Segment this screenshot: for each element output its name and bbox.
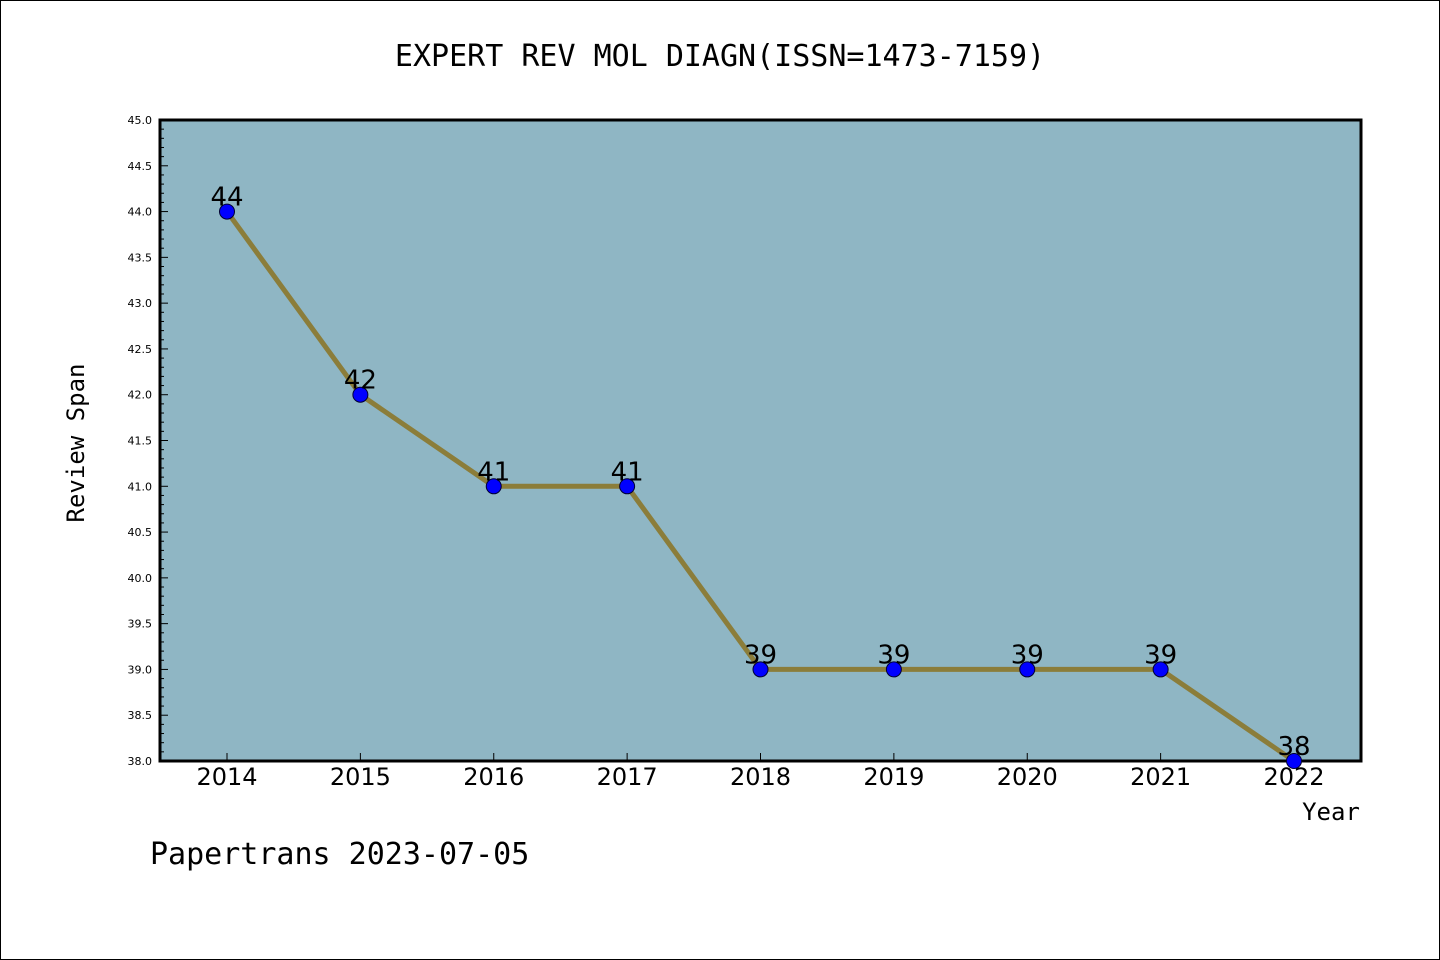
y-tick-label: 43.5 [128, 251, 153, 264]
data-labels: 44 42 41 41 39 39 39 39 38 [210, 183, 1310, 762]
y-tick-label: 41.5 [128, 435, 153, 448]
y-tick-label: 44.5 [128, 160, 153, 173]
y-tick-label: 39.5 [128, 618, 153, 631]
data-label: 41 [611, 457, 644, 487]
data-point-marker [352, 386, 369, 403]
y-tick-label: 45.0 [128, 114, 153, 127]
x-tick-label: 2015 [330, 763, 391, 791]
data-point-marker [1286, 753, 1302, 769]
y-axis-label: Review Span [62, 364, 90, 523]
y-tick-label: 41.0 [128, 480, 153, 493]
data-label: 44 [210, 183, 243, 213]
x-tick-label: 2021 [1130, 763, 1191, 791]
data-label: 42 [344, 366, 377, 396]
data-label: 39 [877, 640, 910, 670]
y-tick-label: 38.0 [128, 755, 153, 768]
y-tick-label: 42.0 [128, 389, 153, 402]
y-tick-label: 40.5 [128, 526, 153, 539]
y-axis-ticks: 38.0 38.5 39.0 39.5 40.0 40.5 41.0 41.5 42.0 42.5… [128, 114, 168, 768]
x-tick-label: 2014 [196, 763, 257, 791]
data-label: 38 [1277, 732, 1310, 762]
x-axis-label: Year [1302, 798, 1360, 826]
y-tick-label: 40.0 [128, 572, 153, 585]
data-point-marker [1019, 661, 1036, 678]
x-tick-label: 2019 [863, 763, 924, 791]
data-point-marker [619, 478, 636, 495]
chart-title: EXPERT REV MOL DIAGN(ISSN=1473-7159) [395, 39, 1045, 74]
data-point-marker [1152, 661, 1169, 678]
data-point-marker [885, 661, 902, 678]
x-tick-label: 2020 [997, 763, 1058, 791]
x-tick-label: 2017 [597, 763, 658, 791]
y-tick-label: 39.0 [128, 663, 153, 676]
data-label: 41 [477, 457, 510, 487]
x-tick-label: 2016 [463, 763, 524, 791]
data-point-marker [485, 478, 502, 495]
plot-area [158, 118, 1363, 763]
y-tick-label: 43.0 [128, 297, 153, 310]
footer-text: Papertrans 2023-07-05 [150, 837, 529, 872]
data-point-marker [219, 203, 235, 220]
x-axis-ticks: 2014 2015 2016 2017 2018 2019 2020 2021 2022 [196, 753, 1325, 791]
x-tick-label: 2018 [730, 763, 791, 791]
data-point-marker [752, 661, 769, 678]
y-tick-label: 38.5 [128, 709, 153, 722]
data-label: 39 [1011, 640, 1044, 670]
data-markers [219, 203, 1302, 769]
data-label: 39 [1144, 640, 1177, 670]
data-label: 39 [744, 640, 777, 670]
y-tick-label: 42.5 [128, 343, 153, 356]
y-tick-label: 44.0 [128, 206, 153, 219]
